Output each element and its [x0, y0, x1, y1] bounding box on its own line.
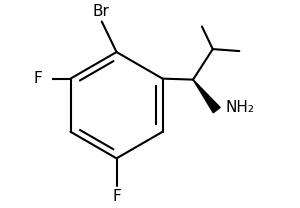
Polygon shape: [193, 80, 220, 113]
Text: Br: Br: [92, 4, 109, 19]
Text: F: F: [33, 71, 42, 86]
Text: NH₂: NH₂: [226, 100, 255, 115]
Text: F: F: [112, 189, 121, 204]
